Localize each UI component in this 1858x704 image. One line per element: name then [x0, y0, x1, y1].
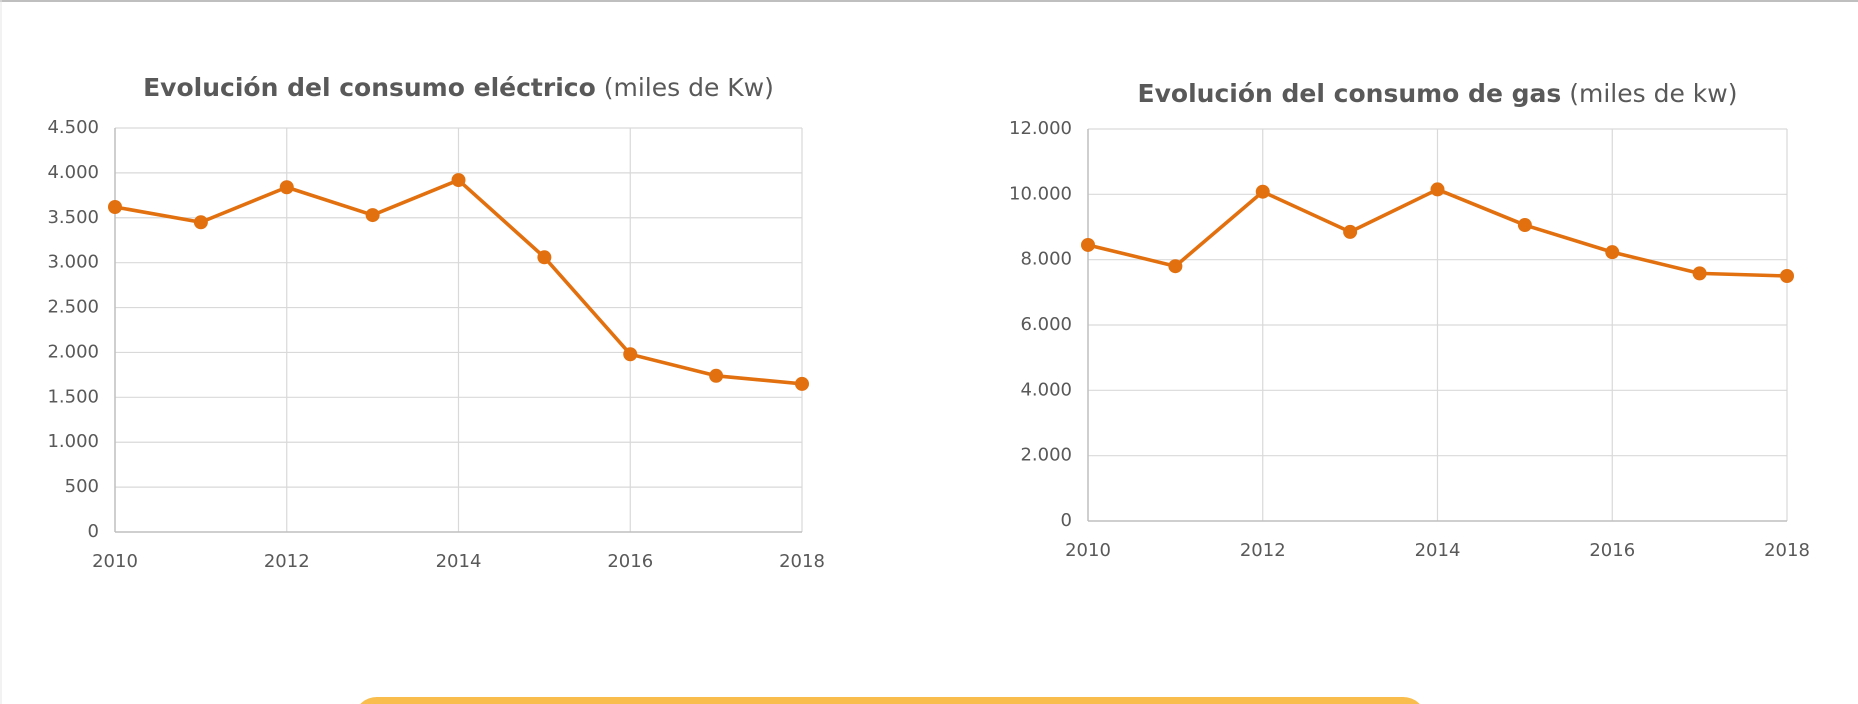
- y-tick-label: 2.500: [47, 297, 99, 318]
- data-point: [1081, 237, 1095, 252]
- chart-title-main: Evolución del consumo eléctrico: [143, 73, 596, 102]
- data-point: [1343, 224, 1358, 239]
- x-tick-label: 2016: [1589, 540, 1635, 561]
- data-point: [1430, 182, 1445, 197]
- x-tick-label: 2016: [607, 551, 653, 572]
- data-point: [365, 208, 380, 223]
- chart-title-unit: (miles de Kw): [604, 73, 774, 102]
- y-tick-label: 6.000: [1020, 314, 1072, 335]
- data-point: [537, 250, 552, 265]
- y-tick-label: 500: [65, 476, 99, 497]
- banner: [360, 697, 1420, 704]
- y-tick-label: 4.000: [1020, 379, 1072, 400]
- y-tick-label: 0: [88, 521, 99, 542]
- x-tick-label: 2018: [1764, 540, 1810, 561]
- x-tick-label: 2010: [1065, 540, 1111, 561]
- chart-title-main: Evolución del consumo de gas: [1138, 79, 1562, 108]
- x-tick-label: 2012: [1240, 540, 1286, 561]
- y-tick-label: 10.000: [1009, 183, 1072, 204]
- y-tick-label: 2.000: [1020, 445, 1072, 466]
- chart-title: Evolución del consumo de gas (miles de k…: [1138, 79, 1738, 108]
- chart-title-unit: (miles de kw): [1569, 79, 1737, 108]
- x-tick-label: 2010: [92, 551, 138, 572]
- data-point: [1517, 218, 1532, 233]
- y-tick-label: 1.500: [47, 386, 99, 407]
- x-tick-label: 2014: [1415, 540, 1461, 561]
- y-tick-label: 2.000: [47, 341, 99, 362]
- data-point: [623, 347, 638, 362]
- chart-title: Evolución del consumo eléctrico (miles d…: [143, 73, 774, 102]
- data-point: [193, 215, 208, 230]
- data-point: [1168, 259, 1183, 274]
- data-point: [451, 173, 466, 188]
- data-point: [279, 180, 294, 195]
- data-point: [709, 368, 724, 383]
- x-tick-label: 2018: [779, 551, 825, 572]
- data-point: [1780, 269, 1794, 283]
- y-tick-label: 3.000: [47, 252, 99, 273]
- data-point: [1692, 266, 1707, 281]
- y-tick-label: 4.500: [47, 117, 99, 138]
- y-tick-label: 1.000: [47, 431, 99, 452]
- y-tick-label: 8.000: [1020, 249, 1072, 270]
- y-tick-label: 0: [1061, 510, 1072, 531]
- y-tick-label: 12.000: [1009, 118, 1072, 139]
- x-tick-label: 2014: [436, 551, 482, 572]
- y-tick-label: 4.000: [47, 162, 99, 183]
- data-point: [795, 376, 809, 391]
- data-point: [108, 200, 122, 215]
- data-point: [1255, 184, 1270, 199]
- x-tick-label: 2012: [264, 551, 310, 572]
- data-point: [1605, 245, 1620, 260]
- y-tick-label: 3.500: [47, 207, 99, 228]
